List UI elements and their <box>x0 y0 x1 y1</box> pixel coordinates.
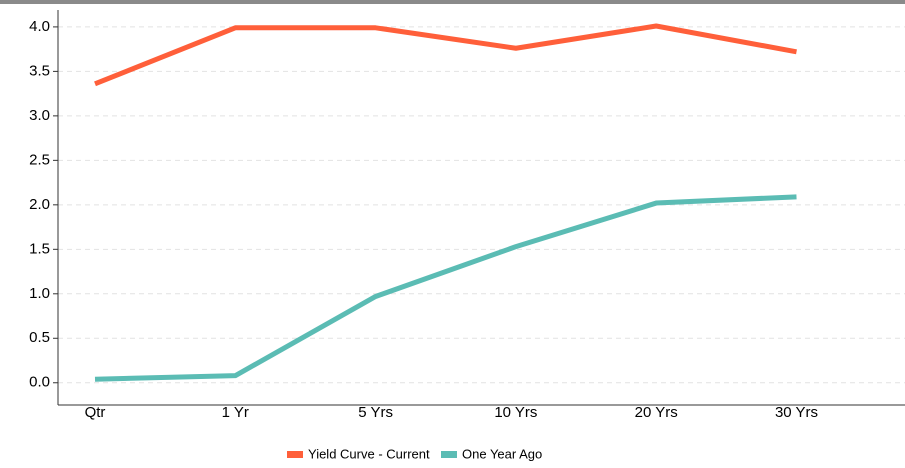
y-tick-label: 3.5 <box>29 62 50 79</box>
x-tick-label: 30 Yrs <box>775 404 818 421</box>
legend-swatch <box>441 451 457 458</box>
y-tick-label: 3.0 <box>29 107 50 124</box>
series-line <box>94 194 797 382</box>
legend: Yield Curve - Current One Year Ago <box>287 446 542 461</box>
legend-label: Yield Curve - Current <box>308 446 430 461</box>
x-tick-label: 1 Yr <box>222 404 249 421</box>
x-tick-label: 5 Yrs <box>358 404 393 421</box>
legend-label: One Year Ago <box>462 446 542 461</box>
y-tick-label: 1.5 <box>29 240 50 257</box>
y-tick-label: 0.5 <box>29 329 50 346</box>
top-bar <box>0 0 905 4</box>
x-tick-label: Qtr <box>85 404 106 421</box>
y-tick-label: 1.0 <box>29 285 50 302</box>
y-tick-label: 0.0 <box>29 374 50 391</box>
y-tick-label: 4.0 <box>29 18 50 35</box>
y-tick-label: 2.5 <box>29 151 50 168</box>
y-tick-label: 2.0 <box>29 196 50 213</box>
series-line <box>94 23 797 87</box>
legend-swatch <box>287 451 303 458</box>
x-tick-label: 20 Yrs <box>635 404 678 421</box>
x-tick-label: 10 Yrs <box>494 404 537 421</box>
